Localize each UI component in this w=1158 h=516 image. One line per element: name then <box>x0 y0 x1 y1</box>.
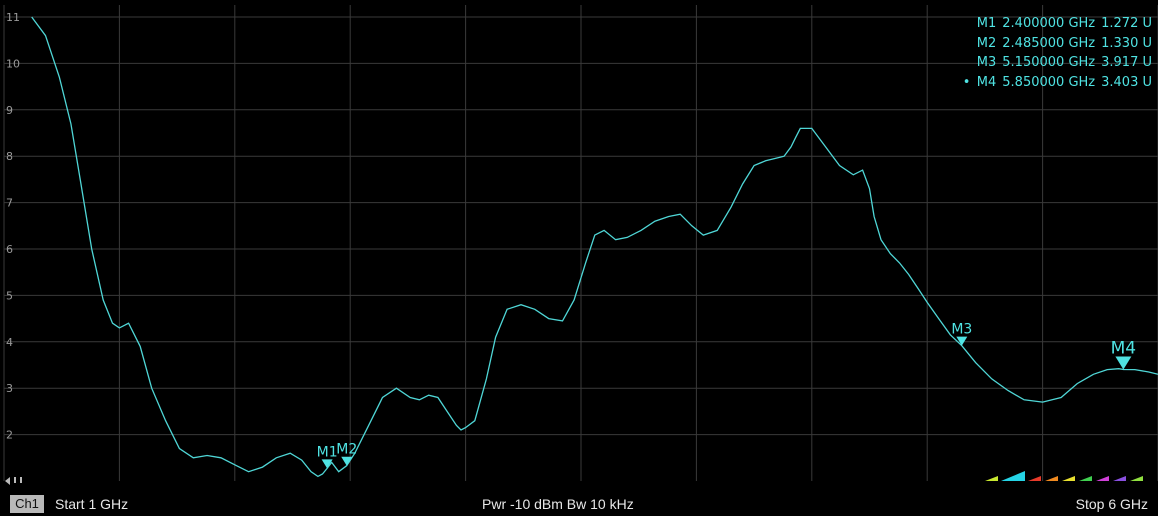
marker-m4-label: M4 <box>1111 339 1136 359</box>
marker-readout-freq: 2.400000 GHz <box>1002 16 1096 31</box>
marker-m4-icon <box>1115 356 1132 370</box>
marker-readout-label: M1 <box>976 16 997 31</box>
y-tick-label: 7 <box>6 197 13 210</box>
trace-indicator-orange <box>1045 476 1058 481</box>
y-tick-label: 10 <box>6 57 20 70</box>
y-tick-label: 3 <box>6 382 13 395</box>
marker-readout-row: M2 2.485000 GHz 1.330 U <box>963 34 1152 54</box>
marker-m1-icon <box>321 459 333 469</box>
marker-readout-dot <box>963 53 971 73</box>
trace-indicator-purple <box>1113 476 1126 481</box>
marker-readout-label: M3 <box>976 55 997 70</box>
marker-readout-dot: • <box>962 74 971 90</box>
stop-frequency[interactable]: Stop 6 GHz <box>1075 496 1148 512</box>
y-tick-label: 8 <box>6 150 13 163</box>
y-tick-label: 5 <box>6 289 13 302</box>
marker-m3-label: M3 <box>951 322 972 338</box>
left-edge-ticks <box>5 477 22 485</box>
marker-readout-value: 3.917 U <box>1101 55 1152 70</box>
y-tick-label: 6 <box>6 243 13 256</box>
trace-line <box>31 16 1158 478</box>
trace-indicator-green <box>1079 476 1092 481</box>
marker-m1-label: M1 <box>317 444 338 460</box>
trace-indicator-red <box>1028 476 1041 481</box>
y-tick-label: 11 <box>6 11 20 24</box>
trace-indicators <box>985 471 1143 481</box>
trace-group <box>31 16 1158 478</box>
marker-readout-row: M1 2.400000 GHz 1.272 U <box>963 14 1152 34</box>
tick-mark <box>14 477 16 483</box>
marker-readout-label: M4 <box>976 74 997 90</box>
marker-m3-icon <box>956 336 968 346</box>
y-tick-label: 2 <box>6 429 13 442</box>
marker-readout-row: • M4 5.850000 GHz 3.403 U <box>963 73 1152 93</box>
marker-m2-icon <box>341 456 353 466</box>
tick-mark <box>20 477 22 483</box>
marker-readout-freq: 5.150000 GHz <box>1002 55 1096 70</box>
trace-indicator-yellow <box>985 476 998 481</box>
marker-readout-dot <box>963 14 971 34</box>
start-frequency[interactable]: Start 1 GHz <box>55 496 129 512</box>
trace-indicator-yellow2 <box>1062 476 1075 481</box>
marker-readout-row: M3 5.150000 GHz 3.917 U <box>963 53 1152 73</box>
trace-indicator-lime <box>1130 476 1143 481</box>
marker-readout-dot <box>963 34 971 54</box>
marker-readout-value: 1.330 U <box>1101 35 1152 51</box>
marker-m2-label: M2 <box>336 442 357 458</box>
y-tick-label: 9 <box>6 104 13 117</box>
status-bar: Ch1 Start 1 GHz Pwr -10 dBm Bw 10 kHz St… <box>0 490 1158 516</box>
y-tick-labels: 2 3 4 5 6 7 8 9 10 11 <box>6 11 20 442</box>
marker-readout-freq: 5.850000 GHz <box>1002 74 1096 90</box>
marker-readout-value: 1.272 U <box>1101 16 1152 31</box>
left-arrow-icon <box>5 477 10 485</box>
grid-lines <box>3 5 1158 481</box>
marker-readout: M1 2.400000 GHz 1.272 U M2 2.485000 GHz 1.330… <box>963 14 1152 92</box>
marker-readout-freq: 2.485000 GHz <box>1002 35 1096 51</box>
power-bandwidth[interactable]: Pwr -10 dBm Bw 10 kHz <box>482 496 634 512</box>
marker-readout-value: 3.403 U <box>1101 74 1152 90</box>
channel-button[interactable]: Ch1 <box>10 495 44 513</box>
marker-readout-label: M2 <box>976 35 997 51</box>
trace-indicator-magenta <box>1096 476 1109 481</box>
trace-indicator-cyan <box>1001 471 1025 481</box>
y-tick-label: 4 <box>6 336 13 349</box>
